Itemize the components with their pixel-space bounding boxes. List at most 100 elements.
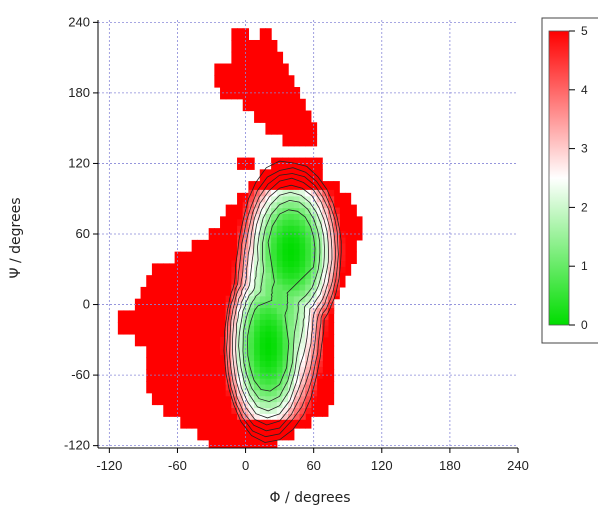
heatmap-cell	[259, 325, 267, 332]
heatmap-cell	[265, 313, 272, 320]
heatmap-cell	[259, 307, 267, 314]
heatmap-cell	[310, 181, 318, 194]
heatmap-cell	[265, 295, 272, 303]
heatmap-cell	[259, 439, 267, 448]
heatmap-cell	[214, 263, 221, 276]
heatmap-cell	[271, 63, 278, 76]
heatmap-cell	[344, 251, 352, 264]
heatmap-cell	[316, 366, 323, 373]
heatmap-cell	[316, 266, 323, 273]
heatmap-cell	[265, 331, 272, 338]
heatmap-cell	[276, 428, 284, 441]
heatmap-cell	[208, 380, 215, 394]
heatmap-cell	[282, 428, 289, 441]
heatmap-cell	[327, 322, 335, 335]
grid-lines	[98, 20, 518, 448]
heatmap-cell	[254, 213, 261, 220]
x-axis-title: Φ / degrees	[270, 490, 351, 506]
heatmap-cell	[231, 354, 238, 361]
heatmap-cell	[288, 395, 295, 403]
heatmap-cell	[180, 380, 187, 394]
heatmap-cell	[327, 242, 335, 250]
heatmap-cell	[310, 283, 318, 291]
heatmap-cell	[259, 63, 267, 76]
heatmap-cell	[322, 404, 329, 417]
heatmap-cell	[299, 331, 306, 338]
heatmap-cell	[305, 331, 312, 338]
heatmap-cell	[231, 216, 238, 229]
heatmap-cell	[157, 310, 164, 323]
heatmap-cell	[259, 354, 267, 361]
heatmap-cell	[237, 204, 244, 217]
heatmap-cell	[203, 392, 210, 406]
heatmap-cell	[265, 439, 272, 448]
heatmap-cell	[288, 181, 295, 194]
heatmap-cell	[214, 75, 221, 88]
heatmap-cell	[265, 248, 272, 256]
heatmap-cell	[271, 319, 278, 326]
heatmap-cell	[220, 286, 227, 300]
heatmap-cell	[293, 169, 301, 182]
heatmap-cell	[254, 98, 261, 112]
heatmap-cell	[242, 272, 250, 279]
heatmap-cell	[259, 336, 267, 344]
heatmap-cell	[288, 416, 295, 429]
heatmap-cell	[276, 416, 284, 429]
heatmap-cell	[271, 98, 278, 112]
heatmap-cell	[237, 192, 244, 206]
heatmap-cell	[288, 219, 295, 226]
heatmap-cell	[310, 331, 318, 338]
heatmap-cell	[231, 439, 238, 448]
heatmap-cell	[237, 266, 244, 273]
heatmap-cell	[327, 225, 335, 232]
heatmap-cell	[265, 225, 272, 232]
heatmap-cell	[203, 380, 210, 394]
heatmap-cell	[163, 392, 170, 406]
heatmap-cell	[248, 283, 255, 291]
heatmap-cell	[299, 236, 306, 244]
heatmap-cell	[322, 369, 329, 382]
heatmap-cell	[174, 392, 181, 406]
heatmap-cell	[254, 248, 261, 256]
heatmap-cell	[327, 307, 335, 314]
heatmap-cell	[231, 428, 238, 441]
heatmap-cell	[248, 242, 255, 250]
heatmap-cell	[242, 207, 250, 215]
heatmap-cell	[282, 378, 289, 385]
heatmap-cell	[220, 439, 227, 448]
heatmap-cell	[299, 110, 306, 123]
heatmap-cell	[282, 195, 289, 203]
heatmap-cell	[254, 331, 261, 338]
heatmap-cell	[242, 283, 250, 291]
heatmap-cell	[276, 266, 284, 273]
heatmap-cell	[310, 272, 318, 279]
heatmap-cell	[225, 389, 232, 397]
heatmap-cell	[310, 307, 318, 314]
heatmap-cell	[265, 75, 272, 88]
heatmap-cell	[310, 319, 318, 326]
heatmap-cell	[322, 195, 329, 203]
heatmap-cell	[293, 87, 301, 100]
heatmap-cell	[293, 272, 301, 279]
heatmap-cell	[276, 51, 284, 65]
heatmap-cell	[191, 380, 198, 394]
heatmap-cell	[282, 389, 289, 397]
heatmap-cell	[276, 378, 284, 385]
heatmap-cell	[288, 75, 295, 88]
heatmap-cell	[305, 248, 312, 256]
heatmap-cell	[265, 366, 272, 373]
heatmap-cell	[282, 413, 289, 420]
heatmap-cell	[254, 395, 261, 403]
heatmap-cell	[163, 404, 170, 417]
heatmap-cell	[146, 333, 153, 347]
heatmap-cell	[271, 289, 278, 297]
heatmap-cell	[151, 392, 159, 406]
heatmap-cell	[305, 231, 312, 238]
heatmap-cell	[339, 216, 346, 229]
heatmap-cell	[231, 251, 238, 264]
heatmap-cell	[265, 219, 272, 226]
heatmap-cell	[254, 51, 261, 65]
heatmap-cell	[271, 307, 278, 314]
heatmap-cell	[242, 248, 250, 256]
x-tick-label: 60	[306, 458, 320, 473]
